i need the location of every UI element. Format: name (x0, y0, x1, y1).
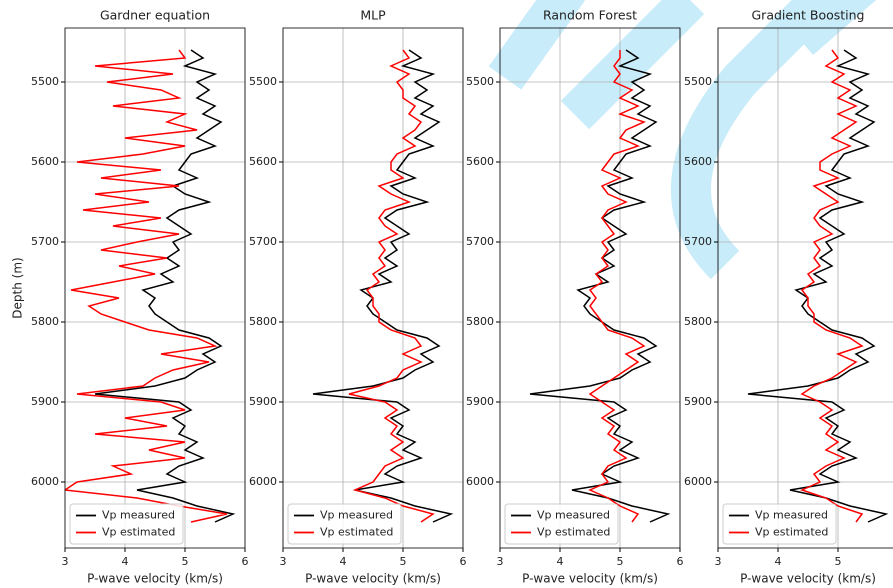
y-tick-label: 5500 (249, 75, 277, 88)
y-tick-label: 5700 (466, 235, 494, 248)
y-tick-label: 6000 (31, 475, 59, 488)
x-tick-label: 6 (677, 555, 684, 568)
series-line (94, 49, 236, 523)
y-tick-label: 5800 (684, 315, 712, 328)
x-tick-label: 3 (62, 555, 69, 568)
y-tick-label: 5800 (249, 315, 277, 328)
series-line (529, 49, 671, 523)
y-tick-label: 5700 (31, 235, 59, 248)
series-line (312, 49, 454, 523)
legend-label: Vp measured (320, 509, 393, 522)
y-axis-label: Depth (m) (11, 257, 25, 318)
legend-label: Vp estimated (755, 526, 828, 539)
subplot-title: Random Forest (543, 8, 637, 23)
y-tick-label: 5800 (31, 315, 59, 328)
x-axis-label: P-wave velocity (km/s) (522, 572, 658, 586)
y-tick-label: 5500 (684, 75, 712, 88)
y-tick-label: 6000 (466, 475, 494, 488)
subplot-title: Gradient Boosting (752, 8, 865, 23)
y-tick-label: 6000 (249, 475, 277, 488)
watermark-stroke (560, 0, 705, 130)
y-tick-label: 5800 (466, 315, 494, 328)
x-tick-label: 6 (242, 555, 249, 568)
y-tick-label: 5700 (249, 235, 277, 248)
legend-label: Vp measured (102, 509, 175, 522)
y-tick-label: 6000 (684, 475, 712, 488)
legend-box (722, 503, 837, 545)
plot-area (747, 49, 889, 523)
watermark-stroke (488, 0, 586, 90)
x-axis-label: P-wave velocity (km/s) (305, 572, 441, 586)
y-tick-label: 5600 (684, 155, 712, 168)
axes-frame (64, 27, 246, 549)
y-tick-label: 5600 (249, 155, 277, 168)
legend-label: Vp estimated (102, 526, 175, 539)
x-tick-label: 4 (775, 555, 782, 568)
y-tick-label: 5700 (684, 235, 712, 248)
y-tick-label: 5500 (466, 75, 494, 88)
x-axis-label: P-wave velocity (km/s) (740, 572, 876, 586)
legend-label: Vp estimated (537, 526, 610, 539)
x-tick-label: 3 (280, 555, 287, 568)
subplot-title: MLP (360, 8, 386, 23)
x-axis-label: P-wave velocity (km/s) (87, 572, 223, 586)
plot-area (529, 49, 671, 523)
plot-area (312, 49, 454, 523)
plot-area (65, 49, 236, 523)
x-tick-label: 5 (182, 555, 189, 568)
subplot-title: Gardner equation (100, 8, 210, 23)
axes-frame (499, 27, 681, 549)
series-line (799, 49, 864, 523)
x-tick-label: 4 (340, 555, 347, 568)
series-line (747, 49, 889, 523)
legend-label: Vp estimated (320, 526, 393, 539)
axes-frame (717, 27, 893, 549)
y-tick-label: 5900 (31, 395, 59, 408)
series-line (348, 49, 435, 523)
watermark (488, 0, 877, 280)
x-tick-label: 3 (497, 555, 504, 568)
legend-box (69, 503, 184, 545)
y-tick-label: 5600 (31, 155, 59, 168)
x-tick-label: 4 (557, 555, 564, 568)
y-tick-label: 5900 (684, 395, 712, 408)
y-tick-label: 5600 (466, 155, 494, 168)
legend-label: Vp measured (755, 509, 828, 522)
x-tick-label: 5 (835, 555, 842, 568)
x-tick-label: 4 (122, 555, 129, 568)
legend-box (287, 503, 402, 545)
x-tick-label: 5 (400, 555, 407, 568)
axes-frame (282, 27, 464, 549)
series-line (588, 50, 647, 523)
x-tick-label: 5 (617, 555, 624, 568)
y-tick-label: 5900 (466, 395, 494, 408)
watermark-stroke (670, 0, 835, 280)
legend-label: Vp measured (537, 509, 610, 522)
x-tick-label: 6 (460, 555, 467, 568)
y-tick-label: 5500 (31, 75, 59, 88)
series-line (65, 49, 228, 523)
legend-box (504, 503, 619, 545)
y-tick-label: 5900 (249, 395, 277, 408)
x-tick-label: 3 (715, 555, 722, 568)
